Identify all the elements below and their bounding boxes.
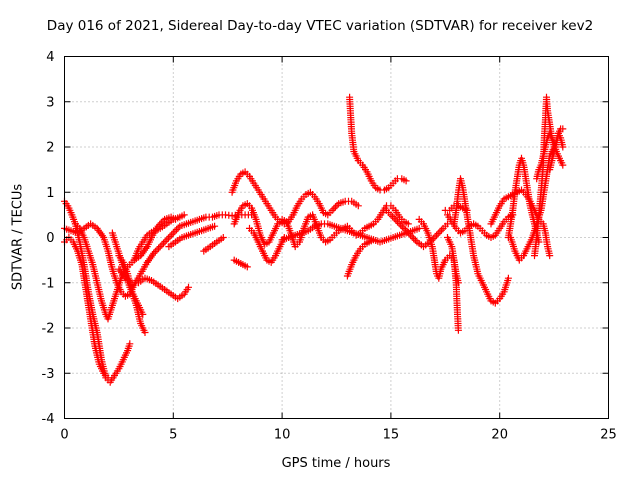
series-arc18 [383, 206, 451, 251]
data-point-markers [346, 93, 410, 194]
y-tick-label: -1 [42, 276, 55, 291]
y-tick-label: 4 [46, 50, 54, 65]
x-axis-label: GPS time / hours [281, 456, 391, 471]
x-tick-label: 20 [491, 428, 508, 443]
series-arc8 [130, 211, 188, 264]
data-point-markers [383, 206, 451, 251]
data-point-markers [115, 252, 149, 336]
y-tick-label: 3 [46, 95, 54, 110]
series-arc9 [165, 222, 219, 251]
y-tick-label: 0 [46, 231, 54, 246]
y-tick-label: 2 [46, 141, 54, 156]
series-arc17 [343, 236, 377, 280]
series-arc12 [228, 168, 362, 228]
y-tick-label: -3 [42, 367, 55, 382]
data-point-markers [343, 236, 377, 280]
data-point-markers [165, 222, 219, 251]
x-tick-label: 10 [274, 428, 291, 443]
data-markers [61, 93, 567, 386]
series-arc21 [444, 234, 462, 334]
data-point-markers [444, 234, 462, 334]
series-arc16 [346, 93, 410, 194]
data-point-markers [546, 125, 567, 174]
y-tick-label: -4 [42, 412, 55, 427]
axis-ticks: 0 5 10 15 20 25 -4 -3 -2 -1 0 1 2 3 4 [42, 50, 617, 443]
x-tick-label: 25 [600, 428, 617, 443]
data-point-markers [246, 224, 288, 266]
series-arc10 [200, 234, 227, 255]
x-tick-label: 5 [169, 428, 177, 443]
y-tick-label: -2 [42, 322, 55, 337]
series-arc29 [546, 125, 567, 174]
y-tick-label: 1 [46, 186, 54, 201]
chart-title: Day 016 of 2021, Sidereal Day-to-day VTE… [46, 18, 594, 34]
x-tick-label: 15 [383, 428, 400, 443]
data-point-markers [228, 168, 362, 228]
series-arc14 [246, 224, 288, 266]
series-arc11 [230, 256, 251, 271]
series-arc7 [115, 252, 149, 336]
series-arc23 [444, 211, 517, 241]
data-point-markers [130, 211, 188, 264]
data-point-markers [230, 256, 251, 271]
x-tick-label: 0 [60, 428, 68, 443]
data-point-markers [200, 234, 227, 255]
data-point-markers [444, 211, 517, 241]
